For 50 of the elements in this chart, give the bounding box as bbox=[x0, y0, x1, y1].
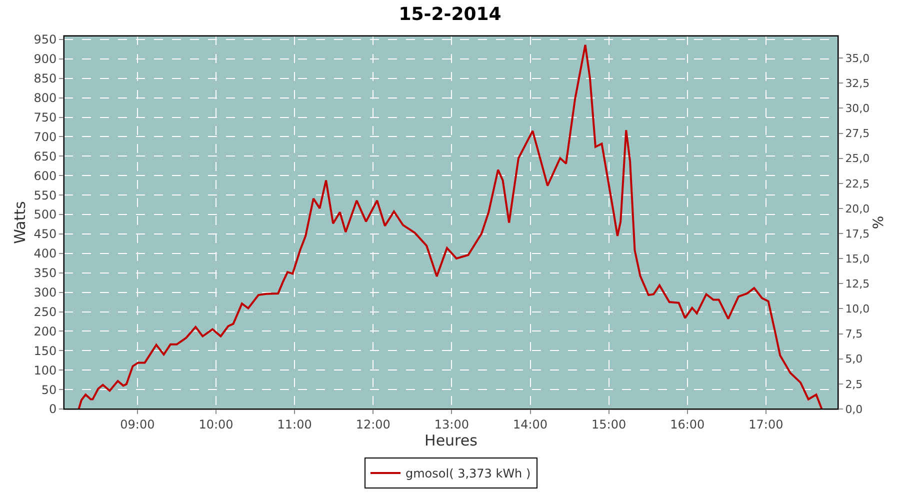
y2-tick-label: 25,0 bbox=[845, 152, 870, 166]
y2-tick-label: 30,0 bbox=[845, 102, 870, 116]
y-tick-label: 0 bbox=[48, 402, 57, 416]
y-tick-label: 250 bbox=[34, 304, 57, 319]
y-tick-label: 300 bbox=[34, 286, 57, 300]
chart-title: 15-2-2014 bbox=[398, 4, 502, 26]
x-tick-label: 11:00 bbox=[277, 417, 312, 432]
y2-tick-label: 32,5 bbox=[845, 76, 870, 90]
y-tick-label: 550 bbox=[34, 188, 57, 202]
x-tick-label: 12:00 bbox=[356, 417, 390, 432]
y-tick-label: 400 bbox=[34, 246, 57, 261]
x-tick-label: 13:00 bbox=[434, 417, 470, 432]
y-tick-label: 50 bbox=[41, 382, 57, 397]
y-tick-label: 450 bbox=[34, 227, 57, 242]
y-tick-label: 900 bbox=[34, 52, 57, 66]
y2-tick-label: 5,0 bbox=[845, 352, 863, 366]
y-tick-label: 500 bbox=[34, 208, 57, 222]
x-tick-label: 09:00 bbox=[120, 417, 155, 432]
y-tick-label: 200 bbox=[34, 324, 57, 338]
y-tick-label: 600 bbox=[34, 168, 57, 183]
y2-tick-label: 10,0 bbox=[845, 302, 870, 316]
y-tick-label: 100 bbox=[34, 363, 57, 378]
x-axis-title: Heures bbox=[424, 431, 478, 450]
y-tick-label: 850 bbox=[34, 72, 57, 86]
x-tick-label: 15:00 bbox=[592, 417, 626, 432]
y2-tick-label: 35,0 bbox=[845, 52, 870, 65]
y-tick-label: 700 bbox=[34, 130, 57, 144]
y2-tick-label: 15,0 bbox=[845, 252, 870, 266]
y2-tick-label: 20,0 bbox=[845, 202, 870, 216]
y-tick-label: 800 bbox=[34, 91, 57, 106]
y-tick-label: 750 bbox=[34, 110, 57, 124]
x-tick-label: 17:00 bbox=[748, 417, 784, 432]
y2-tick-label: 7,5 bbox=[845, 328, 863, 341]
legend-label: gmosol( 3,373 kWh ) bbox=[406, 466, 531, 481]
y-tick-label: 350 bbox=[34, 266, 57, 280]
y-tick-label: 150 bbox=[34, 344, 57, 358]
x-tick-label: 14:00 bbox=[512, 417, 548, 432]
x-tick-label: 16:00 bbox=[670, 417, 705, 432]
y2-tick-label: 0,0 bbox=[845, 402, 863, 416]
y-axis-title: Watts bbox=[10, 201, 29, 244]
y2-tick-label: 27,5 bbox=[845, 127, 870, 140]
y2-tick-label: 12,5 bbox=[845, 278, 870, 291]
y2-tick-label: 2,5 bbox=[845, 378, 863, 391]
y-tick-label: 950 bbox=[34, 32, 57, 47]
x-tick-label: 10:00 bbox=[198, 417, 234, 432]
y2-axis-title: % bbox=[871, 216, 887, 230]
y-tick-label: 650 bbox=[34, 149, 57, 164]
y2-tick-label: 22,5 bbox=[845, 177, 870, 190]
line-series bbox=[78, 44, 823, 409]
y2-tick-label: 17,5 bbox=[845, 227, 870, 240]
